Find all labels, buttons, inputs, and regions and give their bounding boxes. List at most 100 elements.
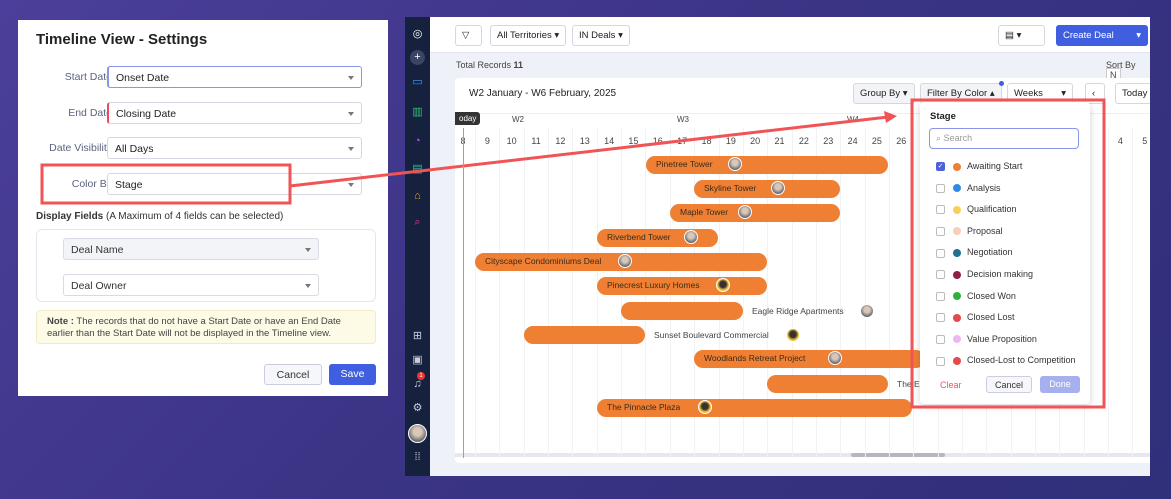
group-by-button[interactable]: Group By ▾ [853,83,915,104]
stage-color-dot [953,335,961,344]
save-button[interactable]: Save [329,364,376,385]
arrow-head [884,111,897,123]
grid-line [864,128,866,458]
select-value: IN Deals [579,30,616,41]
stage-color-dot [953,249,961,258]
deal-bar[interactable] [524,326,645,344]
stage-color-dot [953,313,961,322]
today-button[interactable]: Today [1115,83,1150,104]
grid-line [913,128,915,458]
day-label: 5 [1142,136,1148,146]
deal-bar[interactable]: Cityscape Condominiums Deal [475,253,767,271]
stage-option[interactable]: Decision making [936,269,1033,283]
layout-select[interactable]: ▤ ▾ [998,25,1045,46]
today-line [463,128,464,458]
stage-option[interactable]: Closed Lost [936,312,1015,326]
gear-icon[interactable]: ⚙ [412,402,423,414]
clear-button[interactable]: Clear [940,380,962,390]
deal-name: The Es [897,379,924,389]
start-date-select[interactable]: Onset Date [107,66,362,88]
deal-bar[interactable]: Woodlands Retreat Project [694,350,925,368]
day-label: 12 [555,136,566,146]
reports-icon[interactable]: ▥ [412,106,423,118]
grid-line [1108,128,1110,458]
deal-bar[interactable]: Pinecrest Luxury Homes [597,277,767,295]
checkbox[interactable] [936,356,945,366]
day-label: 19 [725,136,736,146]
grid-line [791,128,793,458]
store-icon[interactable]: ⌂ [414,190,421,202]
deal-name: Skyline Tower [704,183,757,193]
stage-search-input[interactable]: ⌕ Search [929,128,1079,149]
create-deal-button[interactable]: Create Deal ▾ [1056,25,1148,46]
checkbox[interactable]: ✓ [936,162,945,172]
deal-name: Woodlands Retreat Project [704,353,806,363]
stage-option[interactable]: Value Proposition [936,334,1037,348]
stage-label: Qualification [967,204,1017,215]
checkbox[interactable] [936,226,945,236]
color-by-select[interactable]: Stage [107,173,362,195]
view-select[interactable]: IN Deals ▾ [572,25,630,46]
deal-name: The Pinnacle Plaza [607,402,681,412]
user-avatar[interactable] [408,424,427,443]
stage-option[interactable]: Closed Won [936,291,1016,305]
stage-color-dot [953,205,961,214]
deal-bar[interactable] [621,302,743,320]
territory-select[interactable]: All Territories ▾ [490,25,567,46]
deal-name: Maple Tower [680,207,729,217]
date-visibility-select[interactable]: All Days [107,137,362,159]
week-label: W3 [677,115,689,124]
analytics-icon[interactable]: ◔ [414,135,421,147]
chevron-down-icon[interactable]: ▾ [1136,30,1141,41]
button-label: Filter By Color [927,88,988,99]
total-count: 11 [513,60,524,70]
stage-option[interactable]: Negotiation [936,247,1013,261]
deal-bar[interactable] [767,375,888,393]
week-label: W2 [512,115,524,124]
stage-option[interactable]: Closed-Lost to Competition [936,355,1076,369]
checkbox[interactable] [936,270,945,280]
schedule-icon[interactable]: ▣ [412,354,423,366]
stage-label: Closed Lost [967,312,1015,323]
apps-grid-icon[interactable]: ⁞⁞ [414,451,421,463]
stage-option[interactable]: Proposal [936,226,1003,240]
stage-option[interactable]: ✓ Awaiting Start [936,161,1022,175]
checkbox[interactable] [936,291,945,301]
done-button[interactable]: Done [1040,376,1080,393]
cancel-filter-button[interactable]: Cancel [986,376,1032,393]
end-date-select[interactable]: Closing Date [107,102,362,124]
field-label: End Date [68,107,112,119]
checkbox[interactable] [936,334,945,344]
cancel-button[interactable]: Cancel [264,364,322,385]
calendar-icon[interactable]: ▤ [412,163,423,175]
stage-color-dot [953,292,961,301]
deal-owner-avatar [737,205,752,219]
deal-bar[interactable]: Riverbend Tower [597,229,718,247]
today-marker: oday [455,112,481,125]
checkbox[interactable] [936,205,945,215]
filter-icon[interactable]: ▽ [455,25,482,46]
sort-label: Sort By [1106,60,1136,70]
deal-bar[interactable]: Pinetree Tower [646,156,888,174]
top-toolbar: ▽ All Territories ▾ IN Deals ▾ ▤ ▾ Creat… [430,17,1150,53]
checkbox[interactable] [936,248,945,258]
deal-bar[interactable]: The Pinnacle Plaza [597,399,912,417]
deal-name: Cityscape Condominiums Deal [485,256,602,266]
select-value: Closing Date [116,108,177,120]
add-note-icon[interactable]: ⊞ [412,330,423,342]
grid-line [1132,128,1134,458]
add-icon[interactable]: + [410,50,425,65]
day-label: 23 [823,136,834,146]
checkbox[interactable] [936,313,945,323]
folder-icon[interactable]: ▭ [412,76,423,88]
stage-option[interactable]: Analysis [936,183,1001,197]
display-field-select[interactable]: Deal Owner [63,274,319,296]
deal-bar[interactable]: Skyline Tower [694,180,840,198]
horizontal-scrollbar[interactable] [851,453,945,457]
bell-icon[interactable]: ♫ 1 [410,372,425,392]
search-icon[interactable]: ⌕ [414,216,421,228]
display-field-select[interactable]: Deal Name [63,238,319,260]
stage-option[interactable]: Qualification [936,204,1017,218]
deal-bar[interactable]: Maple Tower [670,204,840,222]
checkbox[interactable] [936,183,945,193]
